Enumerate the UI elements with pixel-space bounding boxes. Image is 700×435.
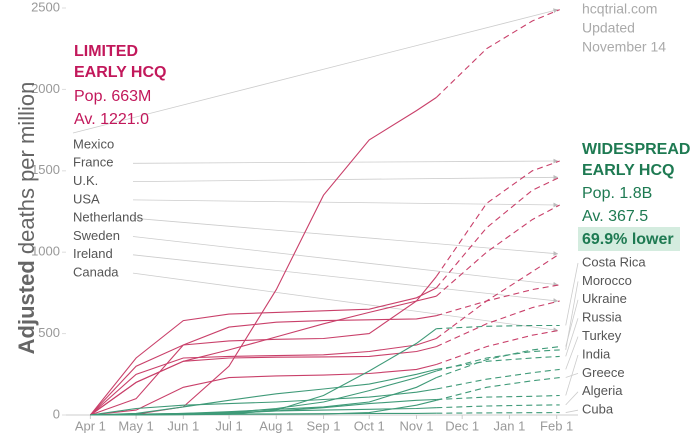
legend-label: Netherlands [73, 210, 144, 225]
legend-label: Greece [582, 365, 625, 380]
legend-label: Costa Rica [582, 254, 646, 269]
series-line [90, 388, 437, 416]
series-line [90, 363, 437, 416]
projection-line [436, 284, 560, 317]
series-line [89, 276, 437, 416]
projection-line [436, 394, 560, 401]
leader-line [132, 174, 559, 182]
projection-line [436, 349, 560, 372]
legend-label: Mexico [73, 136, 114, 151]
series-line [90, 97, 437, 416]
series-line [90, 337, 437, 416]
leader-line [565, 409, 579, 413]
projection-line [436, 329, 560, 366]
widespread-population: Pop. 1.8B [582, 185, 652, 202]
leader-line [132, 217, 559, 256]
projection-line [436, 377, 560, 401]
series-line [89, 287, 437, 416]
limited-population: Pop. 663M [74, 88, 151, 105]
series-line [90, 368, 437, 416]
legend-label: USA [73, 191, 100, 206]
legend-label: Sweden [73, 228, 120, 243]
y-tick-label: 2000 [31, 81, 60, 96]
leader-line [565, 373, 579, 378]
leader-line [565, 391, 579, 406]
legend-label: Canada [73, 265, 119, 280]
leader-line [565, 262, 579, 326]
projection-line [436, 300, 560, 348]
projection-line [435, 9, 560, 98]
widespread-title: EARLY HCQ [582, 162, 674, 179]
x-tick-label: Aug 1 [259, 418, 293, 433]
updated: Updated [582, 20, 635, 36]
y-tick-label: 1500 [31, 162, 60, 177]
x-tick-label: Sep 1 [307, 418, 341, 433]
leader-line [132, 199, 559, 208]
legend-label: Cuba [582, 402, 614, 417]
projection-line [436, 412, 560, 414]
plot: 0 500 1000 1500 2000 2500 Apr 1 May 1 Jun 1 Jul 1… [31, 0, 646, 433]
leader-line [565, 336, 579, 370]
limited-average: Av. 1221.0 [74, 111, 149, 128]
x-tick-label: Jan 1 [494, 418, 526, 433]
x-tick-label: Apr 1 [75, 418, 106, 433]
series-line [90, 315, 437, 416]
limited-title: EARLY HCQ [74, 64, 166, 81]
projection-line [436, 404, 560, 409]
legend-label: U.K. [73, 173, 98, 188]
x-tick-label: Feb 1 [540, 418, 573, 433]
x-tick-label: Jun 1 [167, 418, 199, 433]
x-tick-label: Nov 1 [399, 418, 433, 433]
projection-line [436, 324, 560, 330]
x-tick-label: Jul 1 [215, 418, 242, 433]
legend-label: Morocco [582, 273, 632, 288]
series-line [90, 412, 437, 416]
projection-line [436, 368, 560, 390]
x-tick-label: May 1 [118, 418, 153, 433]
updated-date: November 14 [582, 39, 666, 55]
leader-line [132, 254, 559, 303]
leader-line [132, 236, 559, 287]
legend-label: France [73, 155, 113, 170]
leader-line [132, 272, 559, 333]
difference-highlight [578, 227, 680, 251]
y-axis-label-rest: deaths per million [14, 82, 39, 254]
leader-line [565, 318, 579, 357]
x-tick-label: Oct 1 [354, 418, 385, 433]
projection-line [436, 346, 560, 379]
leader-lines [72, 8, 579, 413]
y-axis-label: Adjusted deaths per million [14, 82, 39, 355]
y-tick-label: 0 [53, 406, 60, 421]
projection-line [436, 355, 560, 370]
projection-line [435, 204, 560, 297]
projection-line [435, 253, 561, 339]
y-axis-label-bold: Adjusted [14, 260, 39, 354]
legend-label: Algeria [582, 383, 623, 398]
y-tick-label: 500 [38, 325, 60, 340]
widespread-average: Av. 367.5 [582, 208, 648, 225]
legend-label: Turkey [582, 328, 622, 343]
legend-label: India [582, 346, 611, 361]
y-tick-label: 1000 [31, 244, 60, 259]
source: hcqtrial.com [582, 1, 657, 17]
projection-line [435, 160, 560, 277]
leader-line [565, 299, 579, 347]
widespread-title: WIDESPREAD [582, 141, 690, 158]
limited-title: LIMITED [74, 43, 138, 60]
difference: 69.9% lower [582, 231, 674, 248]
legend-label: Russia [582, 310, 623, 325]
leader-line [72, 8, 559, 134]
legend-label: Ireland [73, 246, 113, 261]
legend-label: Ukraine [582, 291, 627, 306]
projection-line [435, 176, 560, 289]
y-tick-label: 2500 [31, 0, 60, 14]
x-tick-label: Dec 1 [445, 418, 479, 433]
leader-line [132, 158, 559, 164]
